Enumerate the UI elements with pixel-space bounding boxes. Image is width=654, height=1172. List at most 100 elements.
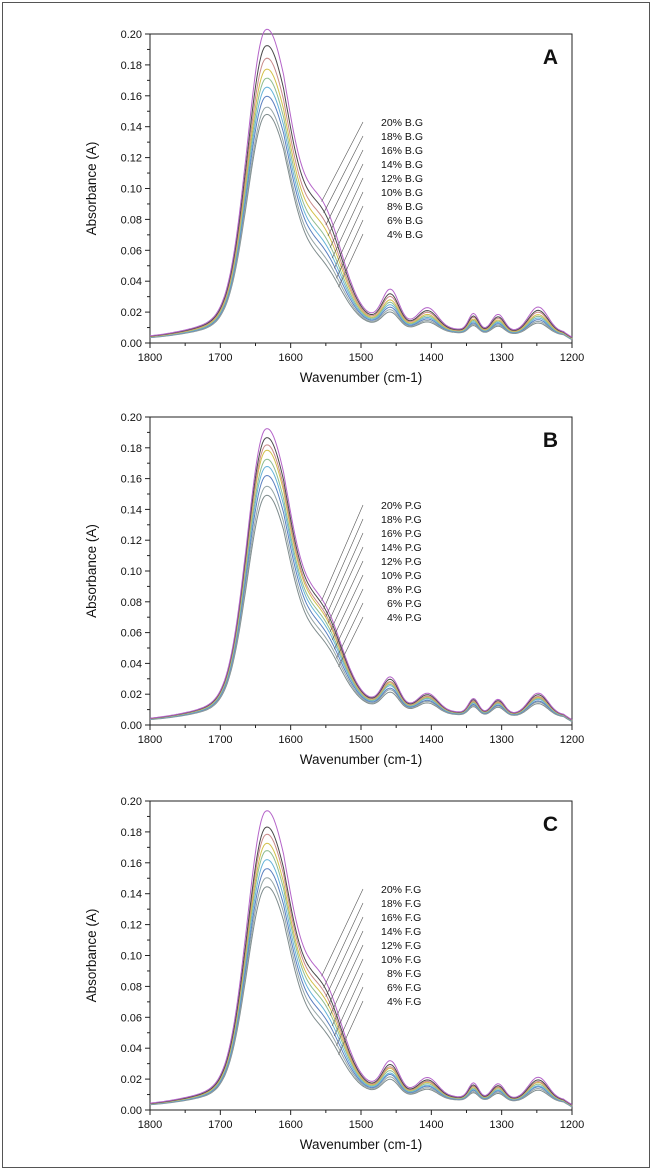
label-leader-line [331,574,364,641]
y-tick-label: 0.08 [121,981,142,993]
panel-a: 0.00 0.02 0.04 0.06 0.08 0.10 0.12 0.14 0.16 0.18… [84,28,584,385]
label-leader-line [331,191,364,259]
series-line [149,833,573,1106]
y-axis-title: Absorbance (A) [84,909,99,1003]
label-leader-line [338,1000,364,1055]
series-label: 6% F.G [387,982,421,994]
x-axis-title: Wavenumber (cm-1) [300,1137,423,1152]
label-leader-line [331,958,364,1026]
y-tick-label: 0.02 [121,689,142,701]
label-leader-line [321,504,364,601]
series-line [149,86,573,340]
y-tick-label: 0.18 [121,827,142,839]
y-tick-label: 0.12 [121,153,142,165]
y-tick-label: 0.16 [121,474,142,486]
series-line [149,57,573,339]
y-tick-label: 0.00 [121,338,142,350]
series-label: 18% P.G [381,514,422,526]
x-tick-label: 1800 [138,734,162,746]
y-tick-label: 0.10 [121,951,142,963]
series-label: 20% B.G [381,117,423,129]
label-leader-line [338,616,364,667]
series-label: 10% F.G [381,954,421,966]
x-tick-label: 1800 [138,352,162,364]
y-tick-label: 0.14 [121,889,142,901]
series-line [149,474,573,722]
label-leader-line [325,916,364,997]
plot-area [149,800,573,1111]
label-leader-line [325,532,364,617]
series-label: 16% F.G [381,912,421,924]
y-tick-label: 0.08 [121,597,142,609]
series-label: 18% F.G [381,898,421,910]
label-leader-line [327,930,364,1007]
y-tick-label: 0.10 [121,184,142,196]
series-label: 18% B.G [381,131,423,143]
x-tick-label: 1700 [208,1119,232,1131]
label-leader-line [329,177,364,248]
series-label: 14% B.G [381,159,423,171]
y-tick-label: 0.06 [121,245,142,257]
series-label: 4% P.G [387,612,422,624]
series-label: 8% F.G [387,968,421,980]
series-label: 16% P.G [381,528,422,540]
y-tick-label: 0.12 [121,920,142,932]
label-leader-line [334,588,364,650]
label-leader-line [327,163,364,237]
panel-b: 0.00 0.02 0.04 0.06 0.08 0.10 0.12 0.14 0.16 0.18… [84,412,584,767]
series-label: 8% B.G [387,201,423,213]
y-tick-label: 0.00 [121,720,142,732]
x-tick-label: 1300 [489,1119,513,1131]
series-label: 20% F.G [381,884,421,896]
label-leader-line [334,205,364,269]
series-line [149,868,573,1107]
y-tick-label: 0.20 [121,796,142,808]
series-label: 8% P.G [387,584,422,596]
x-tick-label: 1500 [349,1119,373,1131]
label-leader-line [334,972,364,1037]
x-tick-label: 1700 [208,352,232,364]
series-line [149,428,573,721]
y-tick-label: 0.14 [121,122,142,134]
x-tick-label: 1400 [419,1119,443,1131]
series-line [149,458,573,722]
x-tick-label: 1200 [560,352,584,364]
series-label: 14% P.G [381,542,422,554]
series-line [149,842,573,1107]
label-leader-line [338,233,364,288]
y-tick-label: 0.02 [121,307,142,319]
series-label: 12% F.G [381,940,421,952]
panel-letter: B [543,429,558,452]
series-label: 6% P.G [387,598,422,610]
y-tick-label: 0.16 [121,91,142,103]
x-tick-label: 1800 [138,1119,162,1131]
y-tick-label: 0.20 [121,29,142,41]
series-line [149,68,573,339]
y-tick-label: 0.00 [121,1105,142,1117]
y-tick-label: 0.12 [121,535,142,547]
label-leader-line [321,888,364,977]
label-leader-line [325,149,364,226]
series-line [149,106,573,341]
label-leader-line [323,135,364,214]
x-tick-label: 1200 [560,1119,584,1131]
series-line [149,850,573,1107]
x-tick-label: 1600 [278,734,302,746]
series-line [149,77,573,340]
y-tick-label: 0.04 [121,658,142,670]
series-label: 20% P.G [381,500,422,512]
label-leader-line [329,944,364,1016]
x-tick-label: 1400 [419,734,443,746]
series-line [149,95,573,340]
x-axis-title: Wavenumber (cm-1) [300,752,423,767]
panel-letter: A [543,46,558,69]
x-tick-label: 1300 [489,734,513,746]
series-label: 4% F.G [387,996,421,1008]
y-tick-label: 0.04 [121,276,142,288]
plot-area [149,416,573,726]
series-line [149,449,573,721]
y-tick-label: 0.16 [121,858,142,870]
plot-area [149,33,573,344]
label-leader-line [327,546,364,624]
